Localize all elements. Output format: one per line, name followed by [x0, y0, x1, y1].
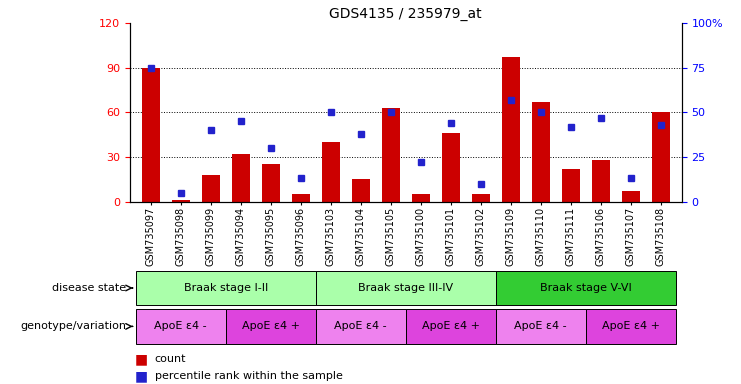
- Text: disease state: disease state: [52, 283, 126, 293]
- Text: ApoE ε4 +: ApoE ε4 +: [422, 321, 479, 331]
- Text: count: count: [155, 354, 186, 364]
- Bar: [496, 309, 585, 344]
- Bar: [316, 271, 496, 305]
- Text: ■: ■: [135, 352, 148, 366]
- Text: ApoE ε4 -: ApoE ε4 -: [334, 321, 387, 331]
- Bar: [322, 142, 339, 202]
- Text: Braak stage V-VI: Braak stage V-VI: [540, 283, 631, 293]
- Title: GDS4135 / 235979_at: GDS4135 / 235979_at: [330, 7, 482, 21]
- Bar: [202, 175, 219, 202]
- Text: Braak stage I-II: Braak stage I-II: [184, 283, 268, 293]
- Text: ■: ■: [135, 369, 148, 383]
- Bar: [406, 309, 496, 344]
- Bar: [142, 68, 159, 202]
- Text: ApoE ε4 +: ApoE ε4 +: [242, 321, 299, 331]
- Bar: [136, 271, 316, 305]
- Bar: [172, 200, 190, 202]
- Bar: [592, 160, 610, 202]
- Bar: [442, 133, 459, 202]
- Bar: [562, 169, 579, 202]
- Text: Braak stage III-IV: Braak stage III-IV: [358, 283, 453, 293]
- Bar: [502, 57, 519, 202]
- Bar: [262, 164, 279, 202]
- Bar: [226, 309, 316, 344]
- Bar: [382, 108, 399, 202]
- Bar: [412, 194, 430, 202]
- Bar: [136, 309, 226, 344]
- Text: genotype/variation: genotype/variation: [20, 321, 126, 331]
- Text: ApoE ε4 -: ApoE ε4 -: [514, 321, 567, 331]
- Text: percentile rank within the sample: percentile rank within the sample: [155, 371, 342, 381]
- Bar: [352, 179, 370, 202]
- Bar: [652, 112, 670, 202]
- Bar: [622, 191, 639, 202]
- Bar: [496, 271, 676, 305]
- Bar: [532, 102, 550, 202]
- Bar: [585, 309, 676, 344]
- Bar: [316, 309, 406, 344]
- Bar: [472, 194, 490, 202]
- Bar: [292, 194, 310, 202]
- Bar: [232, 154, 250, 202]
- Text: ApoE ε4 +: ApoE ε4 +: [602, 321, 659, 331]
- Text: ApoE ε4 -: ApoE ε4 -: [154, 321, 207, 331]
